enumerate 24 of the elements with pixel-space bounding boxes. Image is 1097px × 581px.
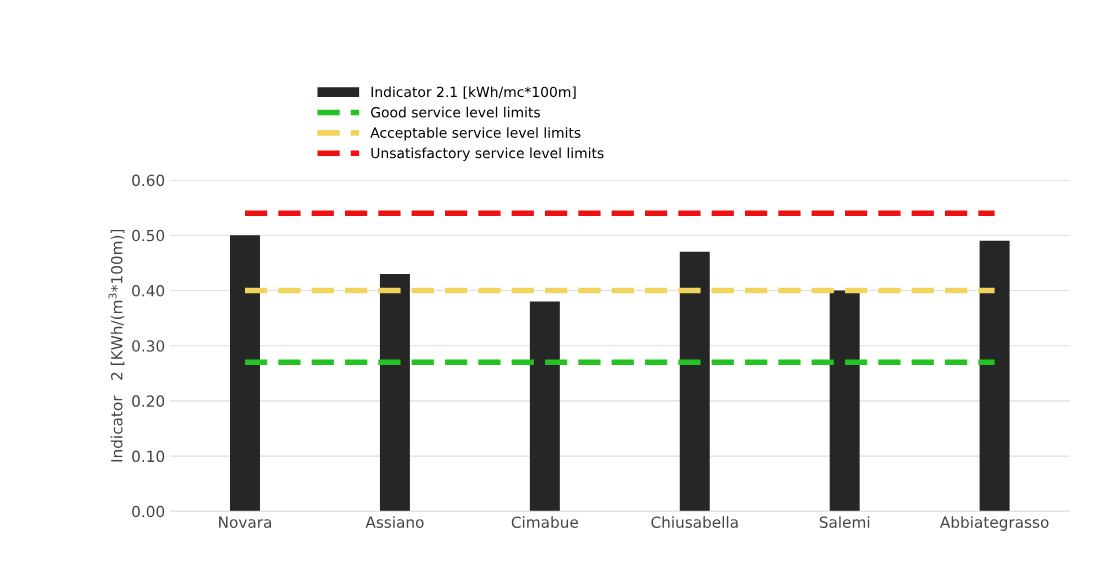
x-tick-label: Assiano bbox=[365, 516, 424, 528]
x-tick-label: Salemi bbox=[819, 516, 870, 528]
bar bbox=[529, 301, 560, 512]
bar bbox=[379, 273, 410, 512]
bar bbox=[829, 290, 860, 512]
y-tick-label: 0.50 bbox=[132, 229, 165, 242]
y-tick-label: 0.20 bbox=[132, 395, 165, 407]
y-tick-label: 0.10 bbox=[132, 450, 165, 463]
x-tick-label: Abbiategrasso bbox=[940, 516, 1049, 531]
x-tick-label: Novara bbox=[219, 516, 272, 528]
legend-label: Indicator 2.1 [kWh/mc*100m] bbox=[371, 86, 576, 99]
y-axis-title: Indicator 2 [KWh/(m$^{3}$*100m)] bbox=[108, 229, 125, 462]
x-tick-label: Chiusabella bbox=[651, 516, 738, 528]
y-tick-label: 0.40 bbox=[132, 284, 165, 297]
legend-label: Good service level limits bbox=[371, 106, 540, 118]
bar bbox=[979, 240, 1010, 512]
legend-label: Acceptable service level limits bbox=[370, 127, 581, 141]
y-tick-label: 0.00 bbox=[132, 505, 165, 518]
x-tick-label: Cimabue bbox=[511, 516, 578, 528]
bar bbox=[230, 235, 260, 512]
legend-label: Unsatisfactory service level limits bbox=[371, 147, 604, 161]
y-tick-label: 0.60 bbox=[132, 174, 165, 187]
y-tick-label: 0.30 bbox=[132, 340, 165, 352]
bar bbox=[679, 251, 710, 512]
